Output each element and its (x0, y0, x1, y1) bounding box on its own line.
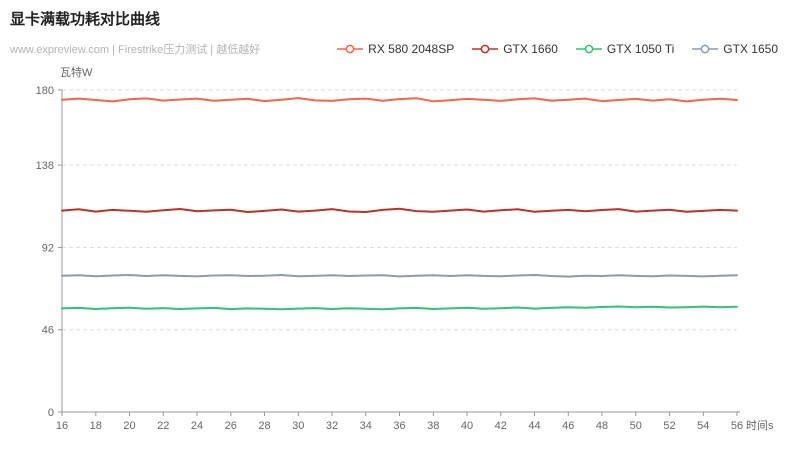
svg-text:34: 34 (360, 420, 372, 432)
legend-item-gtx-1660[interactable]: GTX 1660 (472, 42, 558, 56)
svg-text:22: 22 (157, 420, 169, 432)
legend-label: RX 580 2048SP (368, 42, 455, 56)
svg-text:0: 0 (48, 407, 54, 419)
svg-text:48: 48 (596, 420, 608, 432)
svg-text:20: 20 (123, 420, 135, 432)
legend-line-circle-icon (575, 44, 602, 54)
svg-text:时间s: 时间s (746, 419, 774, 432)
legend-line-circle-icon (472, 44, 499, 54)
svg-text:16: 16 (56, 420, 68, 432)
svg-text:54: 54 (697, 420, 709, 432)
legend-label: GTX 1650 (723, 42, 778, 56)
svg-text:52: 52 (663, 420, 675, 432)
svg-text:36: 36 (393, 420, 405, 432)
watermark-subtitle: www.expreview.com | Firestrike压力测试 | 越低越… (10, 44, 261, 56)
legend-label: GTX 1050 Ti (606, 42, 675, 56)
legend-label: GTX 1660 (503, 42, 558, 56)
svg-text:50: 50 (630, 420, 642, 432)
svg-text:46: 46 (42, 325, 54, 337)
page-title: 显卡满载功耗对比曲线 (10, 11, 161, 28)
meta-row: www.expreview.com | Firestrike压力测试 | 越低越… (10, 40, 778, 58)
svg-text:56: 56 (731, 420, 743, 432)
svg-text:26: 26 (225, 420, 237, 432)
svg-text:32: 32 (326, 420, 338, 432)
svg-text:38: 38 (427, 420, 439, 432)
svg-text:180: 180 (36, 85, 54, 97)
line-chart: 0 46 92 138 180 16 18 20 22 24 26 28 30 32 34 36 38 40 42 4… (36, 65, 774, 432)
svg-text:28: 28 (258, 420, 270, 432)
legend-line-circle-icon (692, 44, 719, 54)
legend-item-gtx-1050-ti[interactable]: GTX 1050 Ti (575, 42, 675, 56)
svg-text:44: 44 (528, 420, 540, 432)
svg-text:42: 42 (495, 420, 507, 432)
svg-text:138: 138 (36, 160, 54, 172)
legend-item-gtx-1650[interactable]: GTX 1650 (692, 42, 778, 56)
legend-item-rx-580-2048sp[interactable]: RX 580 2048SP (337, 42, 454, 56)
svg-text:46: 46 (562, 420, 574, 432)
svg-text:30: 30 (292, 420, 304, 432)
legend: RX 580 2048SP GTX 1660 GTX 1050 Ti (337, 42, 778, 56)
svg-text:40: 40 (461, 420, 473, 432)
legend-line-circle-icon (337, 44, 364, 54)
svg-text:18: 18 (90, 420, 102, 432)
svg-text:瓦特W: 瓦特W (60, 65, 93, 79)
svg-text:24: 24 (191, 420, 203, 432)
svg-text:92: 92 (42, 242, 54, 254)
